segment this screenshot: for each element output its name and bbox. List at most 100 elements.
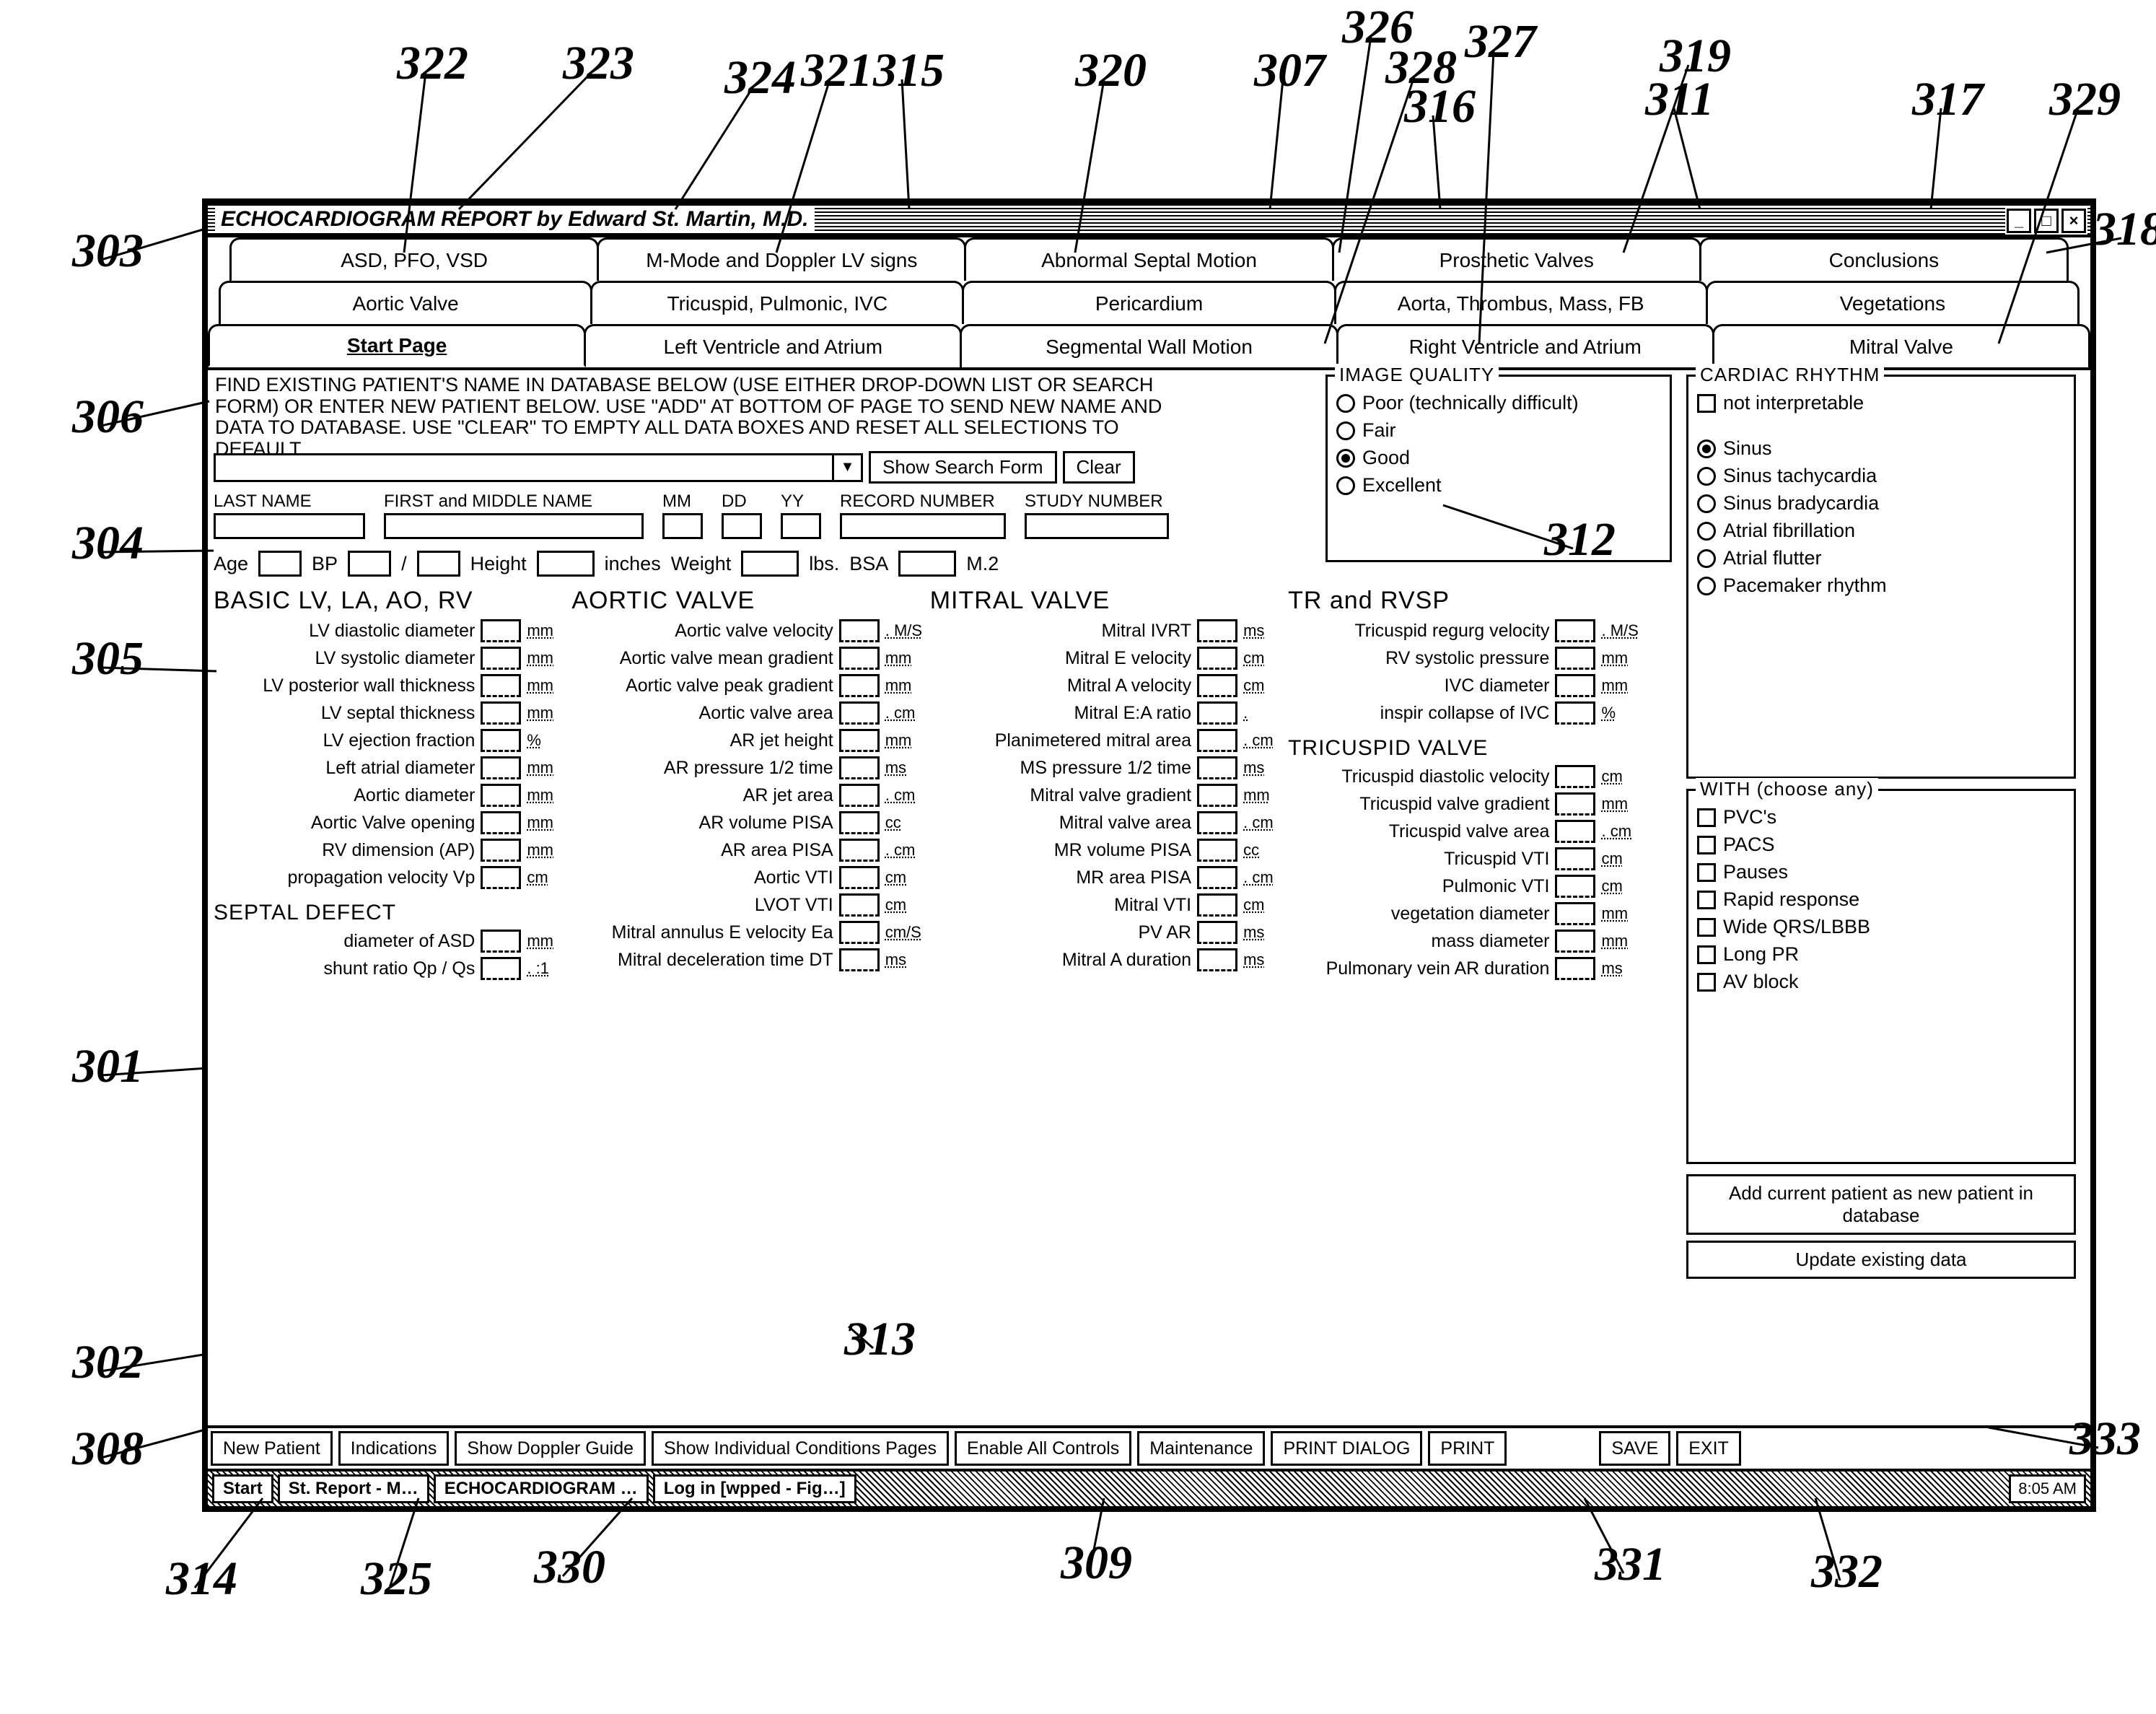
close-icon[interactable]: × [2061,209,2086,233]
with-option[interactable]: AV block [1697,971,2065,993]
chevron-down-icon[interactable]: ▼ [832,455,861,480]
taskbar-item-log[interactable]: Log in [wpped - Fig…] [653,1474,856,1503]
not-interpretable-check[interactable]: not interpretable [1697,392,2065,414]
print-button[interactable]: PRINT [1428,1431,1507,1466]
measurement-input[interactable] [839,948,880,971]
last-name-input[interactable] [214,513,365,539]
measurement-input[interactable] [481,674,521,697]
with-option[interactable]: PVC's [1697,806,2065,828]
save-button[interactable]: SAVE [1599,1431,1670,1466]
taskbar-item-doc[interactable]: St. Report - M… [278,1474,429,1503]
with-option[interactable]: Rapid response [1697,888,2065,911]
tab-right-ventricle-and-atrium[interactable]: Right Ventricle and Atrium [1336,324,1714,367]
cardiac-rhythm-option[interactable]: Sinus bradycardia [1697,492,2065,515]
record-number-input[interactable] [840,513,1006,539]
start-button[interactable]: Start [212,1474,273,1503]
measurement-input[interactable] [1555,619,1595,642]
measurement-input[interactable] [1555,820,1595,843]
tab-segmental-wall-motion[interactable]: Segmental Wall Motion [960,324,1338,367]
tab-aorta-thrombus-mass-fb[interactable]: Aorta, Thrombus, Mass, FB [1334,281,1708,324]
measurement-input[interactable] [1555,847,1595,870]
tab-mitral-valve[interactable]: Mitral Valve [1712,324,2090,367]
show-search-form-button[interactable]: Show Search Form [869,451,1057,484]
image-quality-option[interactable]: Good [1336,447,1661,469]
image-quality-option[interactable]: Fair [1336,419,1661,442]
measurement-input[interactable] [1197,729,1237,752]
measurement-input[interactable] [1555,875,1595,898]
cardiac-rhythm-option[interactable]: Sinus [1697,437,2065,460]
image-quality-option[interactable]: Poor (technically difficult) [1336,392,1661,414]
measurement-input[interactable] [1197,784,1237,807]
clear-button[interactable]: Clear [1063,451,1135,484]
with-option[interactable]: Pauses [1697,861,2065,883]
patient-name-combo[interactable]: ▼ [214,453,863,482]
image-quality-option[interactable]: Excellent [1336,474,1661,497]
measurement-input[interactable] [481,729,521,752]
measurement-input[interactable] [481,756,521,779]
measurement-input[interactable] [839,701,880,725]
bp-sys-input[interactable] [348,551,391,577]
tab-asd-pfo-vsd[interactable]: ASD, PFO, VSD [229,237,599,281]
with-option[interactable]: Wide QRS/LBBB [1697,916,2065,938]
measurement-input[interactable] [481,866,521,889]
add-patient-button[interactable]: Add current patient as new patient in da… [1686,1174,2076,1235]
measurement-input[interactable] [839,811,880,834]
measurement-input[interactable] [1197,811,1237,834]
tab-tricuspid-pulmonic-ivc[interactable]: Tricuspid, Pulmonic, IVC [590,281,964,324]
measurement-input[interactable] [481,839,521,862]
tab-abnormal-septal-motion[interactable]: Abnormal Septal Motion [964,237,1333,281]
maintenance-button[interactable]: Maintenance [1137,1431,1265,1466]
measurement-input[interactable] [839,647,880,670]
minimize-icon[interactable]: _ [2007,209,2031,233]
with-option[interactable]: Long PR [1697,943,2065,966]
show-doppler-guide-button[interactable]: Show Doppler Guide [455,1431,646,1466]
measurement-input[interactable] [481,930,521,953]
tab-left-ventricle-and-atrium[interactable]: Left Ventricle and Atrium [584,324,962,367]
measurement-input[interactable] [1197,893,1237,917]
tab-start-page[interactable]: Start Page [208,324,586,367]
bsa-input[interactable] [898,551,956,577]
measurement-input[interactable] [1197,921,1237,944]
first-name-input[interactable] [384,513,644,539]
update-data-button[interactable]: Update existing data [1686,1241,2076,1279]
exit-button[interactable]: EXIT [1676,1431,1741,1466]
maximize-icon[interactable]: □ [2034,209,2059,233]
with-option[interactable]: PACS [1697,834,2065,856]
measurement-input[interactable] [1555,647,1595,670]
measurement-input[interactable] [839,674,880,697]
measurement-input[interactable] [1197,839,1237,862]
dob-yy-input[interactable] [781,513,821,539]
tab-vegetations[interactable]: Vegetations [1706,281,2080,324]
bp-dia-input[interactable] [417,551,460,577]
enable-all-controls-button[interactable]: Enable All Controls [955,1431,1131,1466]
measurement-input[interactable] [1197,674,1237,697]
measurement-input[interactable] [839,784,880,807]
tab-pericardium[interactable]: Pericardium [962,281,1336,324]
measurement-input[interactable] [1197,756,1237,779]
measurement-input[interactable] [1555,792,1595,816]
measurement-input[interactable] [839,866,880,889]
cardiac-rhythm-option[interactable]: Sinus tachycardia [1697,465,2065,487]
cardiac-rhythm-option[interactable]: Pacemaker rhythm [1697,574,2065,597]
measurement-input[interactable] [481,811,521,834]
measurement-input[interactable] [1555,674,1595,697]
age-input[interactable] [258,551,302,577]
dob-mm-input[interactable] [662,513,703,539]
measurement-input[interactable] [1555,765,1595,788]
measurement-input[interactable] [481,647,521,670]
tab-aortic-valve[interactable]: Aortic Valve [219,281,592,324]
show-individual-conditions-pages-button[interactable]: Show Individual Conditions Pages [652,1431,949,1466]
measurement-input[interactable] [839,756,880,779]
measurement-input[interactable] [481,957,521,980]
study-number-input[interactable] [1025,513,1169,539]
measurement-input[interactable] [839,839,880,862]
measurement-input[interactable] [839,729,880,752]
tab-prosthetic-valves[interactable]: Prosthetic Valves [1332,237,1701,281]
measurement-input[interactable] [481,619,521,642]
cardiac-rhythm-option[interactable]: Atrial flutter [1697,547,2065,569]
measurement-input[interactable] [1555,930,1595,953]
measurement-input[interactable] [1197,619,1237,642]
tab-conclusions[interactable]: Conclusions [1699,237,2069,281]
dob-dd-input[interactable] [722,513,762,539]
measurement-input[interactable] [1197,647,1237,670]
